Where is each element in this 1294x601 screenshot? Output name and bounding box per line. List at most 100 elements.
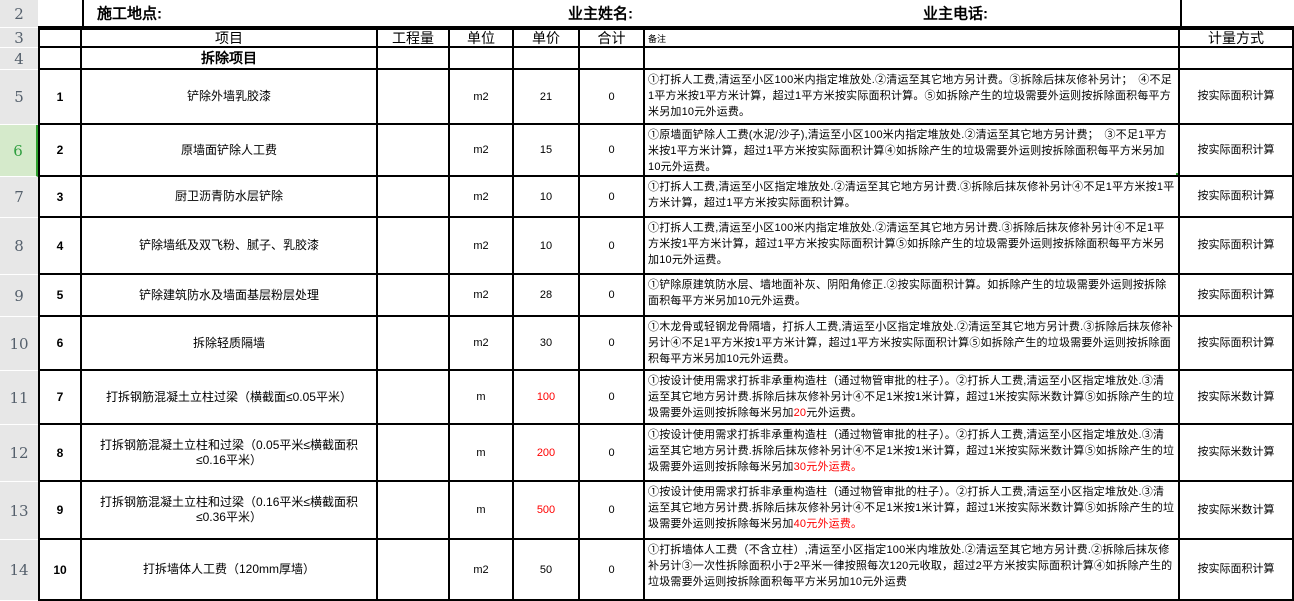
notes-cell[interactable]: ①打拆人工费,清运至小区100米内指定堆放处.②清运至其它地方另计费。③拆除后抹… bbox=[645, 70, 1180, 125]
project-name-cell[interactable]: 铲除外墙乳胶漆 bbox=[82, 70, 378, 125]
unit-price-cell[interactable]: 500 bbox=[514, 482, 580, 540]
unit-cell[interactable]: m2 bbox=[450, 177, 514, 218]
quantity-cell[interactable] bbox=[378, 425, 450, 482]
notes-cell[interactable]: ①木龙骨或轻钢龙骨隔墙，打拆人工费,清运至小区指定堆放处.②清运至其它地方另计费… bbox=[645, 317, 1180, 371]
unit-price-cell[interactable]: 21 bbox=[514, 70, 580, 125]
method-cell[interactable]: 按实际面积计算 bbox=[1180, 70, 1294, 125]
row-number[interactable]: 9 bbox=[0, 275, 38, 317]
project-name-cell[interactable]: 打拆钢筋混凝土立柱和过梁（0.16平米≤横截面积≤0.36平米） bbox=[82, 482, 378, 540]
unit-cell[interactable] bbox=[450, 48, 514, 70]
quantity-cell[interactable] bbox=[378, 275, 450, 317]
item-no-cell[interactable]: 6 bbox=[38, 317, 82, 371]
quantity-cell[interactable] bbox=[378, 317, 450, 371]
row-number[interactable]: 14 bbox=[0, 540, 38, 601]
quantity-cell[interactable] bbox=[378, 540, 450, 601]
unit-price-cell[interactable]: 28 bbox=[514, 275, 580, 317]
project-name-cell[interactable]: 铲除墙纸及双飞粉、腻子、乳胶漆 bbox=[82, 218, 378, 275]
row-number[interactable]: 12 bbox=[0, 425, 38, 482]
notes-cell[interactable]: ①按设计使用需求打拆非承重构造柱（通过物管审批的柱子）。②打拆人工费,清运至小区… bbox=[645, 482, 1180, 540]
meta-area[interactable]: 施工地点: 业主姓名: 业主电话: bbox=[38, 0, 1294, 28]
unit-price-cell[interactable]: 10 bbox=[514, 177, 580, 218]
quantity-cell[interactable] bbox=[378, 371, 450, 425]
unit-price-cell[interactable] bbox=[514, 48, 580, 70]
unit-price-cell[interactable]: 200 bbox=[514, 425, 580, 482]
unit-price-cell[interactable]: 50 bbox=[514, 540, 580, 601]
col-header-method[interactable]: 计量方式 bbox=[1180, 28, 1294, 48]
notes-cell[interactable]: ①按设计使用需求打拆非承重构造柱（通过物管审批的柱子）。②打拆人工费,清运至小区… bbox=[645, 371, 1180, 425]
method-cell[interactable]: 按实际米数计算 bbox=[1180, 371, 1294, 425]
total-cell[interactable]: 0 bbox=[580, 125, 645, 177]
project-name-cell[interactable]: 铲除建筑防水及墙面基层粉层处理 bbox=[82, 275, 378, 317]
unit-cell[interactable]: m2 bbox=[450, 125, 514, 177]
project-name-cell[interactable]: 打拆钢筋混凝土立柱和过梁（0.05平米≤横截面积≤0.16平米） bbox=[82, 425, 378, 482]
col-header-quantity[interactable]: 工程量 bbox=[378, 28, 450, 48]
unit-price-cell[interactable]: 30 bbox=[514, 317, 580, 371]
total-cell[interactable]: 0 bbox=[580, 425, 645, 482]
quantity-cell[interactable] bbox=[378, 125, 450, 177]
col-header-unit[interactable]: 单位 bbox=[450, 28, 514, 48]
item-no-cell[interactable]: 7 bbox=[38, 371, 82, 425]
item-no-cell[interactable] bbox=[38, 48, 82, 70]
col-header-total[interactable]: 合计 bbox=[580, 28, 645, 48]
selection-fill-handle[interactable] bbox=[1175, 172, 1178, 175]
notes-cell[interactable]: ①打拆墙体人工费（不含立柱）,清运至小区指定100米内堆放处.②清运至其它地方另… bbox=[645, 540, 1180, 601]
item-no-cell[interactable]: 3 bbox=[38, 177, 82, 218]
quantity-cell[interactable] bbox=[378, 482, 450, 540]
method-cell[interactable]: 按实际面积计算 bbox=[1180, 275, 1294, 317]
total-cell[interactable]: 0 bbox=[580, 371, 645, 425]
total-cell[interactable] bbox=[580, 48, 645, 70]
row-number[interactable]: 10 bbox=[0, 317, 38, 371]
unit-price-cell[interactable]: 15 bbox=[514, 125, 580, 177]
unit-cell[interactable]: m2 bbox=[450, 317, 514, 371]
item-no-cell[interactable]: 8 bbox=[38, 425, 82, 482]
unit-cell[interactable]: m bbox=[450, 371, 514, 425]
unit-cell[interactable]: m bbox=[450, 482, 514, 540]
unit-cell[interactable]: m bbox=[450, 425, 514, 482]
total-cell[interactable]: 0 bbox=[580, 540, 645, 601]
col-header-project[interactable]: 项目 bbox=[82, 28, 378, 48]
item-no-cell[interactable]: 10 bbox=[38, 540, 82, 601]
col-header-unit-price[interactable]: 单价 bbox=[514, 28, 580, 48]
total-cell[interactable]: 0 bbox=[580, 482, 645, 540]
method-cell[interactable]: 按实际面积计算 bbox=[1180, 125, 1294, 177]
method-cell[interactable]: 按实际面积计算 bbox=[1180, 177, 1294, 218]
method-cell[interactable] bbox=[1180, 48, 1294, 70]
total-cell[interactable]: 0 bbox=[580, 218, 645, 275]
quantity-cell[interactable] bbox=[378, 70, 450, 125]
method-cell[interactable]: 按实际面积计算 bbox=[1180, 317, 1294, 371]
notes-cell[interactable] bbox=[645, 48, 1180, 70]
unit-cell[interactable]: m2 bbox=[450, 540, 514, 601]
row-number[interactable]: 5 bbox=[0, 70, 38, 125]
row-number[interactable]: 13 bbox=[0, 482, 38, 540]
item-no-cell[interactable]: 5 bbox=[38, 275, 82, 317]
row-number[interactable]: 3 bbox=[0, 28, 38, 48]
col-header-index[interactable] bbox=[38, 28, 82, 48]
total-cell[interactable]: 0 bbox=[580, 177, 645, 218]
unit-cell[interactable]: m2 bbox=[450, 275, 514, 317]
item-no-cell[interactable]: 9 bbox=[38, 482, 82, 540]
total-cell[interactable]: 0 bbox=[580, 317, 645, 371]
item-no-cell[interactable]: 2 bbox=[38, 125, 82, 177]
notes-cell[interactable]: ①打拆人工费,清运至小区100米内指定堆放处.②清运至其它地方另计费.③拆除后抹… bbox=[645, 218, 1180, 275]
row-number[interactable]: 4 bbox=[0, 48, 38, 70]
project-name-cell[interactable]: 原墙面铲除人工费 bbox=[82, 125, 378, 177]
unit-cell[interactable]: m2 bbox=[450, 218, 514, 275]
method-cell[interactable]: 按实际面积计算 bbox=[1180, 540, 1294, 601]
row-number[interactable]: 2 bbox=[0, 0, 38, 28]
unit-price-cell[interactable]: 10 bbox=[514, 218, 580, 275]
section-title[interactable]: 拆除项目 bbox=[82, 48, 378, 70]
notes-cell[interactable]: ①原墙面铲除人工费(水泥/沙子),清运至小区100米内指定堆放处.②清运至其它地… bbox=[645, 125, 1180, 177]
quantity-cell[interactable] bbox=[378, 177, 450, 218]
row-number[interactable]: 11 bbox=[0, 371, 38, 425]
notes-cell[interactable]: ①打拆人工费,清运至小区指定堆放处.②清运至其它地方另计费.③拆除后抹灰修补另计… bbox=[645, 177, 1180, 218]
row-number[interactable]: 6 bbox=[0, 125, 38, 177]
item-no-cell[interactable]: 1 bbox=[38, 70, 82, 125]
notes-cell[interactable]: ①铲除原建筑防水层、墙地面补灰、阴阳角修正.②按实际面积计算。如拆除产生的垃圾需… bbox=[645, 275, 1180, 317]
row-number[interactable]: 8 bbox=[0, 218, 38, 275]
total-cell[interactable]: 0 bbox=[580, 275, 645, 317]
row-number[interactable]: 7 bbox=[0, 177, 38, 218]
project-name-cell[interactable]: 厨卫沥青防水层铲除 bbox=[82, 177, 378, 218]
total-cell[interactable]: 0 bbox=[580, 70, 645, 125]
project-name-cell[interactable]: 打拆钢筋混凝土立柱过梁（横截面≤0.05平米） bbox=[82, 371, 378, 425]
method-cell[interactable]: 按实际米数计算 bbox=[1180, 425, 1294, 482]
